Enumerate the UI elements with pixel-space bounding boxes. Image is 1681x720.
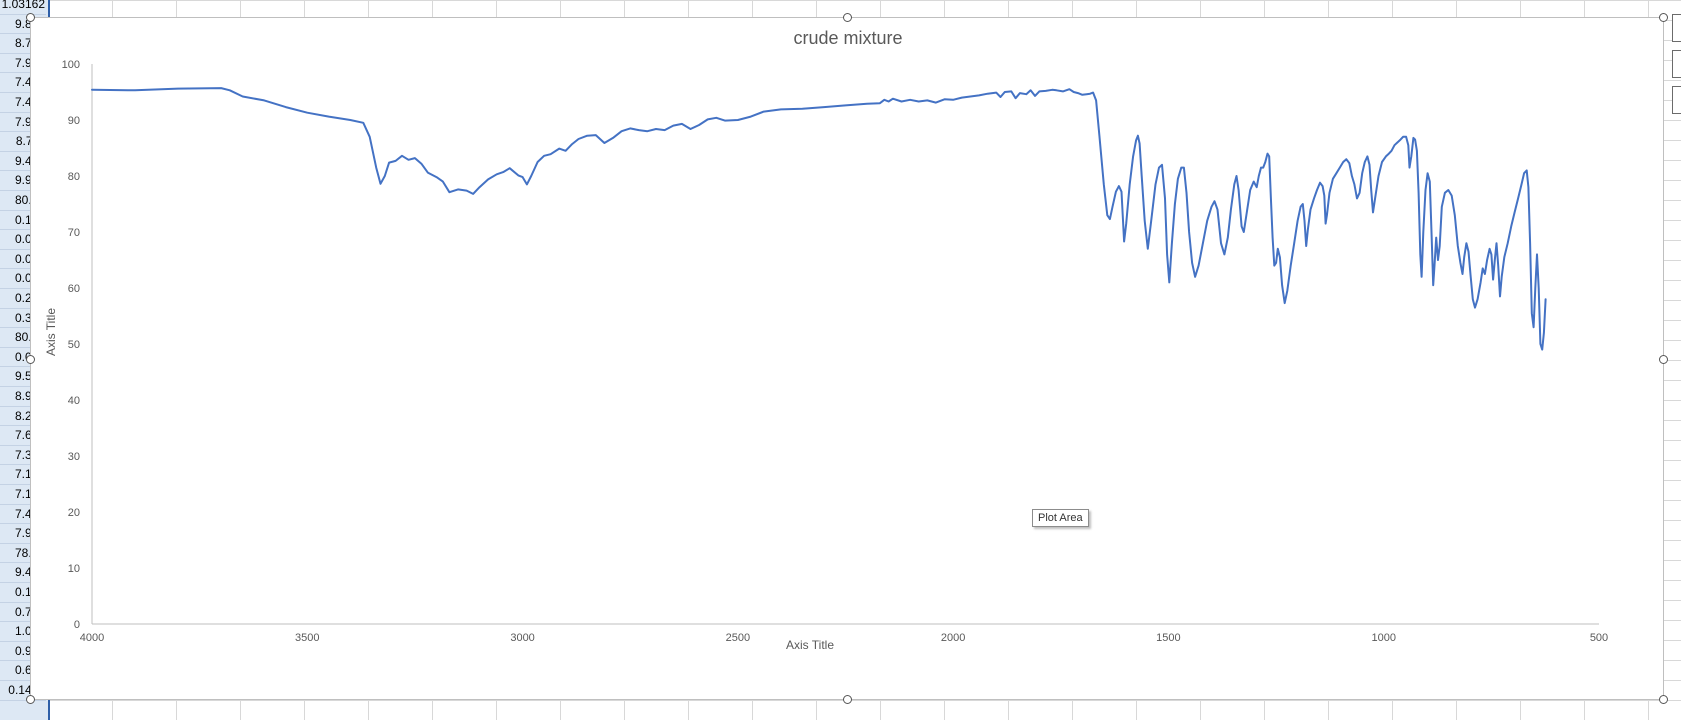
resize-handle-left[interactable]: [26, 355, 35, 364]
chart-title[interactable]: crude mixture: [793, 28, 903, 48]
resize-handle-top-right[interactable]: [1659, 13, 1668, 22]
x-tick-label: 2000: [941, 632, 965, 644]
series-line-0[interactable]: [91, 87, 1547, 351]
ticks-layer: 4000 3500 3000 2500 2000 1500 1000 500 0 10 20 30 40…: [62, 59, 1609, 644]
x-tick-label: 2500: [726, 632, 750, 644]
resize-handle-top[interactable]: [843, 13, 852, 22]
y-axis-title[interactable]: Axis Title: [44, 308, 58, 356]
resize-handle-right[interactable]: [1659, 355, 1668, 364]
x-tick-label: 3500: [295, 632, 319, 644]
x-tick-label: 1000: [1371, 632, 1395, 644]
y-tick-label: 60: [68, 283, 80, 295]
series-layer: [91, 87, 1547, 351]
axes-layer: [91, 64, 1599, 625]
x-tick-label: 500: [1590, 632, 1608, 644]
y-tick-label: 90: [68, 115, 80, 127]
y-tick-label: 30: [68, 451, 80, 463]
y-tick-label: 10: [68, 563, 80, 575]
y-tick-label: 100: [62, 59, 80, 71]
y-tick-label: 70: [68, 227, 80, 239]
chart-styles-button[interactable]: [1672, 50, 1681, 78]
y-tick-label: 20: [68, 507, 80, 519]
x-tick-label: 1500: [1156, 632, 1180, 644]
chart-elements-button[interactable]: [1672, 14, 1681, 42]
chart-filters-button[interactable]: [1672, 86, 1681, 114]
right-edge-controls: [1667, 0, 1681, 720]
y-tick-label: 40: [68, 395, 80, 407]
resize-handle-bottom-right[interactable]: [1659, 695, 1668, 704]
resize-handle-bottom[interactable]: [843, 695, 852, 704]
resize-handle-bottom-left[interactable]: [26, 695, 35, 704]
x-tick-label: 3000: [510, 632, 534, 644]
y-tick-label: 80: [68, 171, 80, 183]
resize-handle-top-left[interactable]: [26, 13, 35, 22]
plot-area-tooltip: Plot Area: [1032, 509, 1089, 527]
x-axis-title[interactable]: Axis Title: [786, 638, 834, 652]
chart-canvas[interactable]: 4000 3500 3000 2500 2000 1500 1000 500 0 10 20 30 40…: [31, 18, 1665, 701]
y-tick-label: 50: [68, 339, 80, 351]
x-tick-label: 4000: [80, 632, 104, 644]
sheet-cell[interactable]: 1.03162: [0, 0, 46, 15]
chart-object[interactable]: crude mixture 4000 3500 3000 2500 2000 1500 10…: [26, 13, 1668, 704]
y-tick-label: 0: [74, 619, 80, 631]
